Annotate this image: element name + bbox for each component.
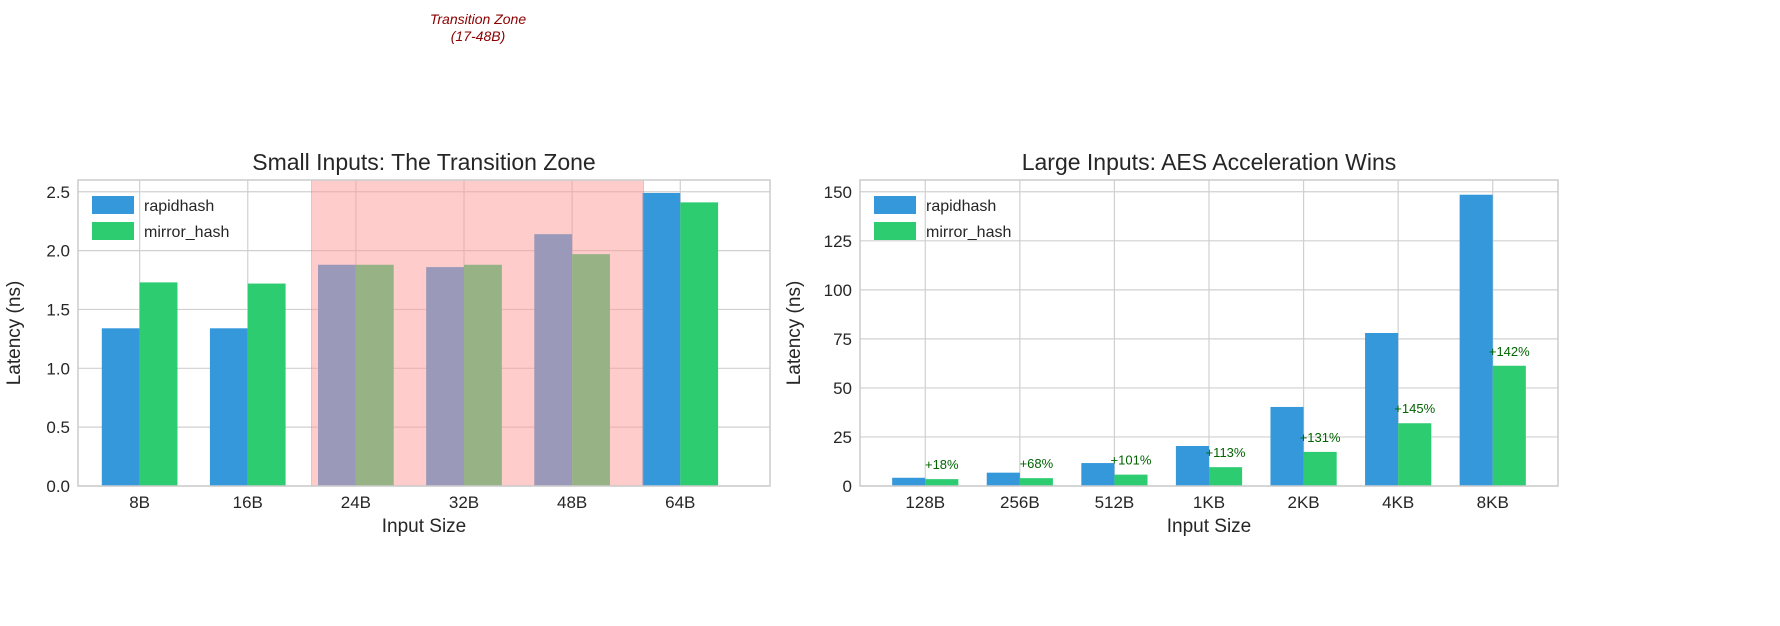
x-axis-label: Input Size xyxy=(1167,516,1252,537)
x-tick-label: 8KB xyxy=(1477,493,1509,512)
bar-label: +131% xyxy=(1300,430,1341,445)
y-tick-label: 0.0 xyxy=(46,477,70,496)
y-tick-label: 1.0 xyxy=(46,359,70,378)
bar-mirror_hash-2KB xyxy=(1303,451,1337,486)
bar-label: +142% xyxy=(1489,344,1530,359)
y-tick-label: 50 xyxy=(833,379,852,398)
legend-label: mirror_hash xyxy=(144,224,229,241)
x-tick-label: 16B xyxy=(233,493,263,512)
bar-mirror_hash-256B xyxy=(1019,478,1053,486)
bar-rapidhash-128B xyxy=(892,477,926,486)
annotation-line1: Transition Zone xyxy=(429,11,527,27)
bar-rapidhash-2KB xyxy=(1270,406,1304,486)
y-axis-label: Latency (ns) xyxy=(784,281,805,386)
chart-title: Large Inputs: AES Acceleration Wins xyxy=(1022,149,1397,175)
x-tick-label: 256B xyxy=(1000,493,1040,512)
x-tick-label: 24B xyxy=(341,493,371,512)
x-tick-label: 1KB xyxy=(1193,493,1225,512)
transition-zone-span xyxy=(311,179,644,487)
chart-1: 0.0 0.5 1.0 1.5 2.0 2.5 8B 16B 24B 32B 48B 64B rapid… xyxy=(4,149,771,537)
bar-label: +68% xyxy=(1020,456,1054,471)
x-tick-label: 2KB xyxy=(1288,493,1320,512)
bar-rapidhash-16B xyxy=(209,328,248,486)
legend-label: rapidhash xyxy=(144,198,214,215)
bar-mirror_hash-4KB xyxy=(1398,423,1432,486)
x-tick-label: 4KB xyxy=(1382,493,1414,512)
bar-rapidhash-8B xyxy=(101,328,140,486)
annotation-line2: (17-48B) xyxy=(450,28,506,44)
bar-rapidhash-1KB xyxy=(1175,445,1209,486)
x-tick-label: 64B xyxy=(665,493,695,512)
y-tick-label: 0.5 xyxy=(46,418,70,437)
legend-swatch xyxy=(874,222,916,240)
y-tick-label: 0 xyxy=(843,477,852,496)
bar-mirror_hash-64B xyxy=(680,202,719,486)
x-tick-label: 32B xyxy=(449,493,479,512)
bar-mirror_hash-16B xyxy=(247,283,286,486)
x-axis-label: Input Size xyxy=(382,516,467,537)
bar-mirror_hash-1KB xyxy=(1209,467,1243,486)
x-tick-label: 48B xyxy=(557,493,587,512)
bar-rapidhash-4KB xyxy=(1365,333,1399,486)
legend-swatch xyxy=(874,196,916,214)
legend-swatch xyxy=(92,196,134,214)
y-tick-label: 1.5 xyxy=(46,300,70,319)
bar-rapidhash-512B xyxy=(1081,463,1115,486)
bar-mirror_hash-512B xyxy=(1114,474,1148,486)
x-tick-label: 8B xyxy=(129,493,150,512)
y-tick-label: 150 xyxy=(824,183,852,202)
y-tick-label: 125 xyxy=(824,232,852,251)
legend-label: mirror_hash xyxy=(926,224,1011,241)
bar-label: +18% xyxy=(925,457,959,472)
y-tick-label: 2.5 xyxy=(46,183,70,202)
y-tick-label: 75 xyxy=(833,330,852,349)
y-tick-label: 25 xyxy=(833,428,852,447)
y-tick-label: 2.0 xyxy=(46,242,70,261)
axes-frame xyxy=(77,179,771,487)
x-tick-label: 512B xyxy=(1095,493,1135,512)
y-axis-label: Latency (ns) xyxy=(4,281,25,386)
bar-label: +113% xyxy=(1206,445,1246,460)
bar-rapidhash-64B xyxy=(642,192,681,486)
bar-rapidhash-256B xyxy=(986,472,1020,486)
chart-title: Small Inputs: The Transition Zone xyxy=(252,149,595,175)
transition-zone-annotation: Transition Zone (17-48B) xyxy=(378,11,578,45)
chart-2: 0 25 50 75 100 125 150 128B 256B 512B 1KB 2KB 4KB 8KB… xyxy=(784,149,1559,537)
x-tick-label: 128B xyxy=(905,493,945,512)
legend-label: rapidhash xyxy=(926,198,996,215)
bar-mirror_hash-8B xyxy=(139,282,178,486)
bar-rapidhash-8KB xyxy=(1459,194,1493,486)
bar-label: +145% xyxy=(1394,401,1435,416)
bar-mirror_hash-8KB xyxy=(1492,365,1526,486)
y-tick-label: 100 xyxy=(824,281,852,300)
legend-swatch xyxy=(92,222,134,240)
bar-label: +101% xyxy=(1111,453,1152,468)
axes-frame xyxy=(859,179,1559,487)
bar-mirror_hash-128B xyxy=(925,479,959,486)
